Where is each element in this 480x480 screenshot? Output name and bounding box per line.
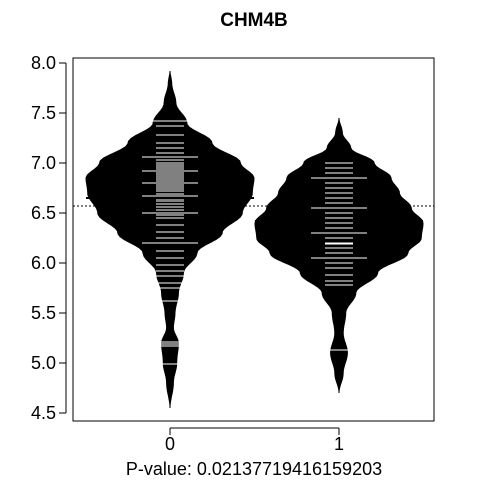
y-tick-label: 6.5 (31, 203, 56, 223)
y-tick-label: 7.0 (31, 153, 56, 173)
y-tick-label: 6.0 (31, 253, 56, 273)
bean-layer (85, 70, 424, 409)
x-tick-label: 0 (165, 434, 175, 454)
y-tick-label: 4.5 (31, 403, 56, 423)
chart-title: CHM4B (220, 10, 288, 31)
x-axis-label: P-value: 0.02137719416159203 (126, 459, 382, 479)
plot-frame (72, 57, 435, 422)
bean-1 (254, 117, 424, 394)
y-tick-label: 8.0 (31, 53, 56, 73)
y-tick-label: 5.0 (31, 353, 56, 373)
y-tick-label: 7.5 (31, 103, 56, 123)
y-tick-label: 5.5 (31, 303, 56, 323)
y-axis: 4.5 5.0 5.5 6.0 6.5 7.0 7.5 8.0 (31, 53, 67, 423)
bean-density-1 (254, 117, 424, 394)
bean-density-0 (85, 70, 255, 409)
x-tick-label: 1 (334, 434, 344, 454)
bean-0 (85, 70, 255, 409)
